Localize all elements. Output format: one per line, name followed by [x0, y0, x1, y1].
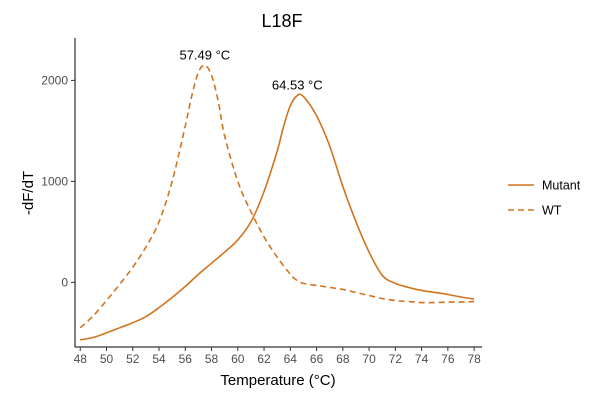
- x-tick-label: 52: [126, 352, 140, 366]
- peak-label: 64.53 °C: [272, 78, 323, 93]
- x-tick-label: 68: [336, 352, 350, 366]
- y-tick-label: 1000: [41, 174, 68, 188]
- legend: Mutant WT: [508, 179, 581, 218]
- y-tick-label: 0: [61, 275, 68, 289]
- x-tick-label: 64: [284, 352, 298, 366]
- chart-title: L18F: [261, 11, 302, 31]
- peak-annotations: 57.49 °C 64.53 °C: [179, 47, 322, 92]
- x-tick-label: 54: [152, 352, 166, 366]
- x-tick-label: 58: [205, 352, 219, 366]
- y-axis-title: -dF/dT: [20, 171, 37, 215]
- x-axis-title: Temperature (°C): [220, 372, 335, 389]
- x-tick-label: 48: [74, 352, 88, 366]
- x-tick-label: 60: [231, 352, 245, 366]
- x-tick-label: 70: [362, 352, 376, 366]
- x-tick-label: 76: [441, 352, 455, 366]
- series-line-wt: [79, 64, 475, 329]
- x-tick-label: 50: [100, 352, 114, 366]
- x-tick-label: 74: [415, 352, 429, 366]
- x-ticks: 48 50 52 54 56 58 60 62 64 66 68 70 72 74 76 78: [74, 347, 481, 366]
- x-tick-label: 72: [389, 352, 403, 366]
- y-tick-label: 2000: [41, 73, 68, 87]
- x-tick-label: 56: [179, 352, 193, 366]
- plot-area: [79, 64, 475, 341]
- series-line-mutant: [80, 93, 475, 341]
- legend-label-mutant: Mutant: [542, 179, 581, 193]
- peak-label: 57.49 °C: [179, 47, 230, 62]
- x-tick-label: 62: [257, 352, 271, 366]
- x-tick-label: 66: [310, 352, 324, 366]
- x-tick-label: 78: [467, 352, 481, 366]
- y-ticks: 0 1000 2000: [41, 73, 75, 289]
- legend-label-wt: WT: [542, 204, 562, 218]
